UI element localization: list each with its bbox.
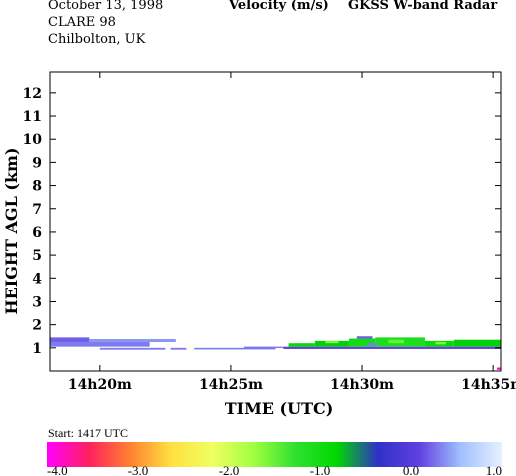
colorbar-tick-label: 0.0 xyxy=(403,463,419,476)
echo-cell xyxy=(170,347,187,350)
echo-cell xyxy=(314,340,349,347)
header-location: Chilbolton, UK xyxy=(48,32,146,47)
colorbar-tick-label: 1.0 xyxy=(486,463,502,476)
axis-ticks: 12345678910111214h20m14h25m14h30m14h35m xyxy=(23,72,516,393)
colorbar-tick-label: -3.0 xyxy=(128,463,149,476)
colorbar-tick-label: -1.0 xyxy=(310,463,331,476)
echo-cell xyxy=(453,339,501,347)
colorbar xyxy=(47,442,502,467)
plot-frame xyxy=(49,71,502,372)
y-tick-label: 5 xyxy=(32,248,42,264)
echo-cell xyxy=(50,342,150,347)
echo-cell xyxy=(348,338,376,347)
colorbar-ticks: -4.0 -3.0 -2.0 -1.0 0.0 1.0 xyxy=(47,463,502,476)
header-date: October 13, 1998 xyxy=(48,0,164,13)
y-axis-label: HEIGHT AGL (km) xyxy=(2,147,21,314)
y-tick-label: 4 xyxy=(32,271,42,287)
echo-cell xyxy=(194,347,276,350)
x-tick-label: 14h30m xyxy=(330,377,394,393)
x-axis-label: TIME (UTC) xyxy=(225,399,334,418)
colorbar-tick-label: -4.0 xyxy=(47,463,68,476)
echo-cells xyxy=(50,336,501,370)
y-tick-label: 12 xyxy=(23,86,42,102)
echo-cell xyxy=(244,346,284,348)
header-quantity: Velocity (m/s) xyxy=(229,0,329,13)
colorbar-tick-label: -2.0 xyxy=(219,463,240,476)
start-time-label: Start: 1417 UTC xyxy=(48,426,128,440)
y-tick-label: 8 xyxy=(32,179,42,195)
x-tick-label: 14h35m xyxy=(461,377,516,393)
echo-cell xyxy=(435,342,446,345)
echo-cell xyxy=(367,343,378,346)
echo-cell xyxy=(99,347,166,350)
x-tick-label: 14h20m xyxy=(68,377,132,393)
y-tick-label: 10 xyxy=(23,132,43,148)
echo-cell xyxy=(356,336,373,339)
y-tick-label: 6 xyxy=(32,225,42,241)
y-tick-label: 1 xyxy=(32,341,42,357)
y-tick-label: 3 xyxy=(32,294,42,310)
echo-cell xyxy=(288,343,315,347)
echo-cell xyxy=(325,340,339,344)
y-tick-label: 11 xyxy=(23,109,42,125)
header-campaign: CLARE 98 xyxy=(48,15,116,30)
echo-cell xyxy=(497,367,501,370)
echo-cell xyxy=(283,346,501,349)
echo-cell xyxy=(388,339,404,344)
y-tick-label: 2 xyxy=(32,318,42,334)
echo-cell xyxy=(89,339,176,343)
y-tick-label: 9 xyxy=(32,155,42,171)
header-instrument: GKSS W-band Radar xyxy=(348,0,498,13)
x-tick-label: 14h25m xyxy=(199,377,263,393)
y-tick-label: 7 xyxy=(32,202,42,218)
echo-cell xyxy=(50,337,90,343)
